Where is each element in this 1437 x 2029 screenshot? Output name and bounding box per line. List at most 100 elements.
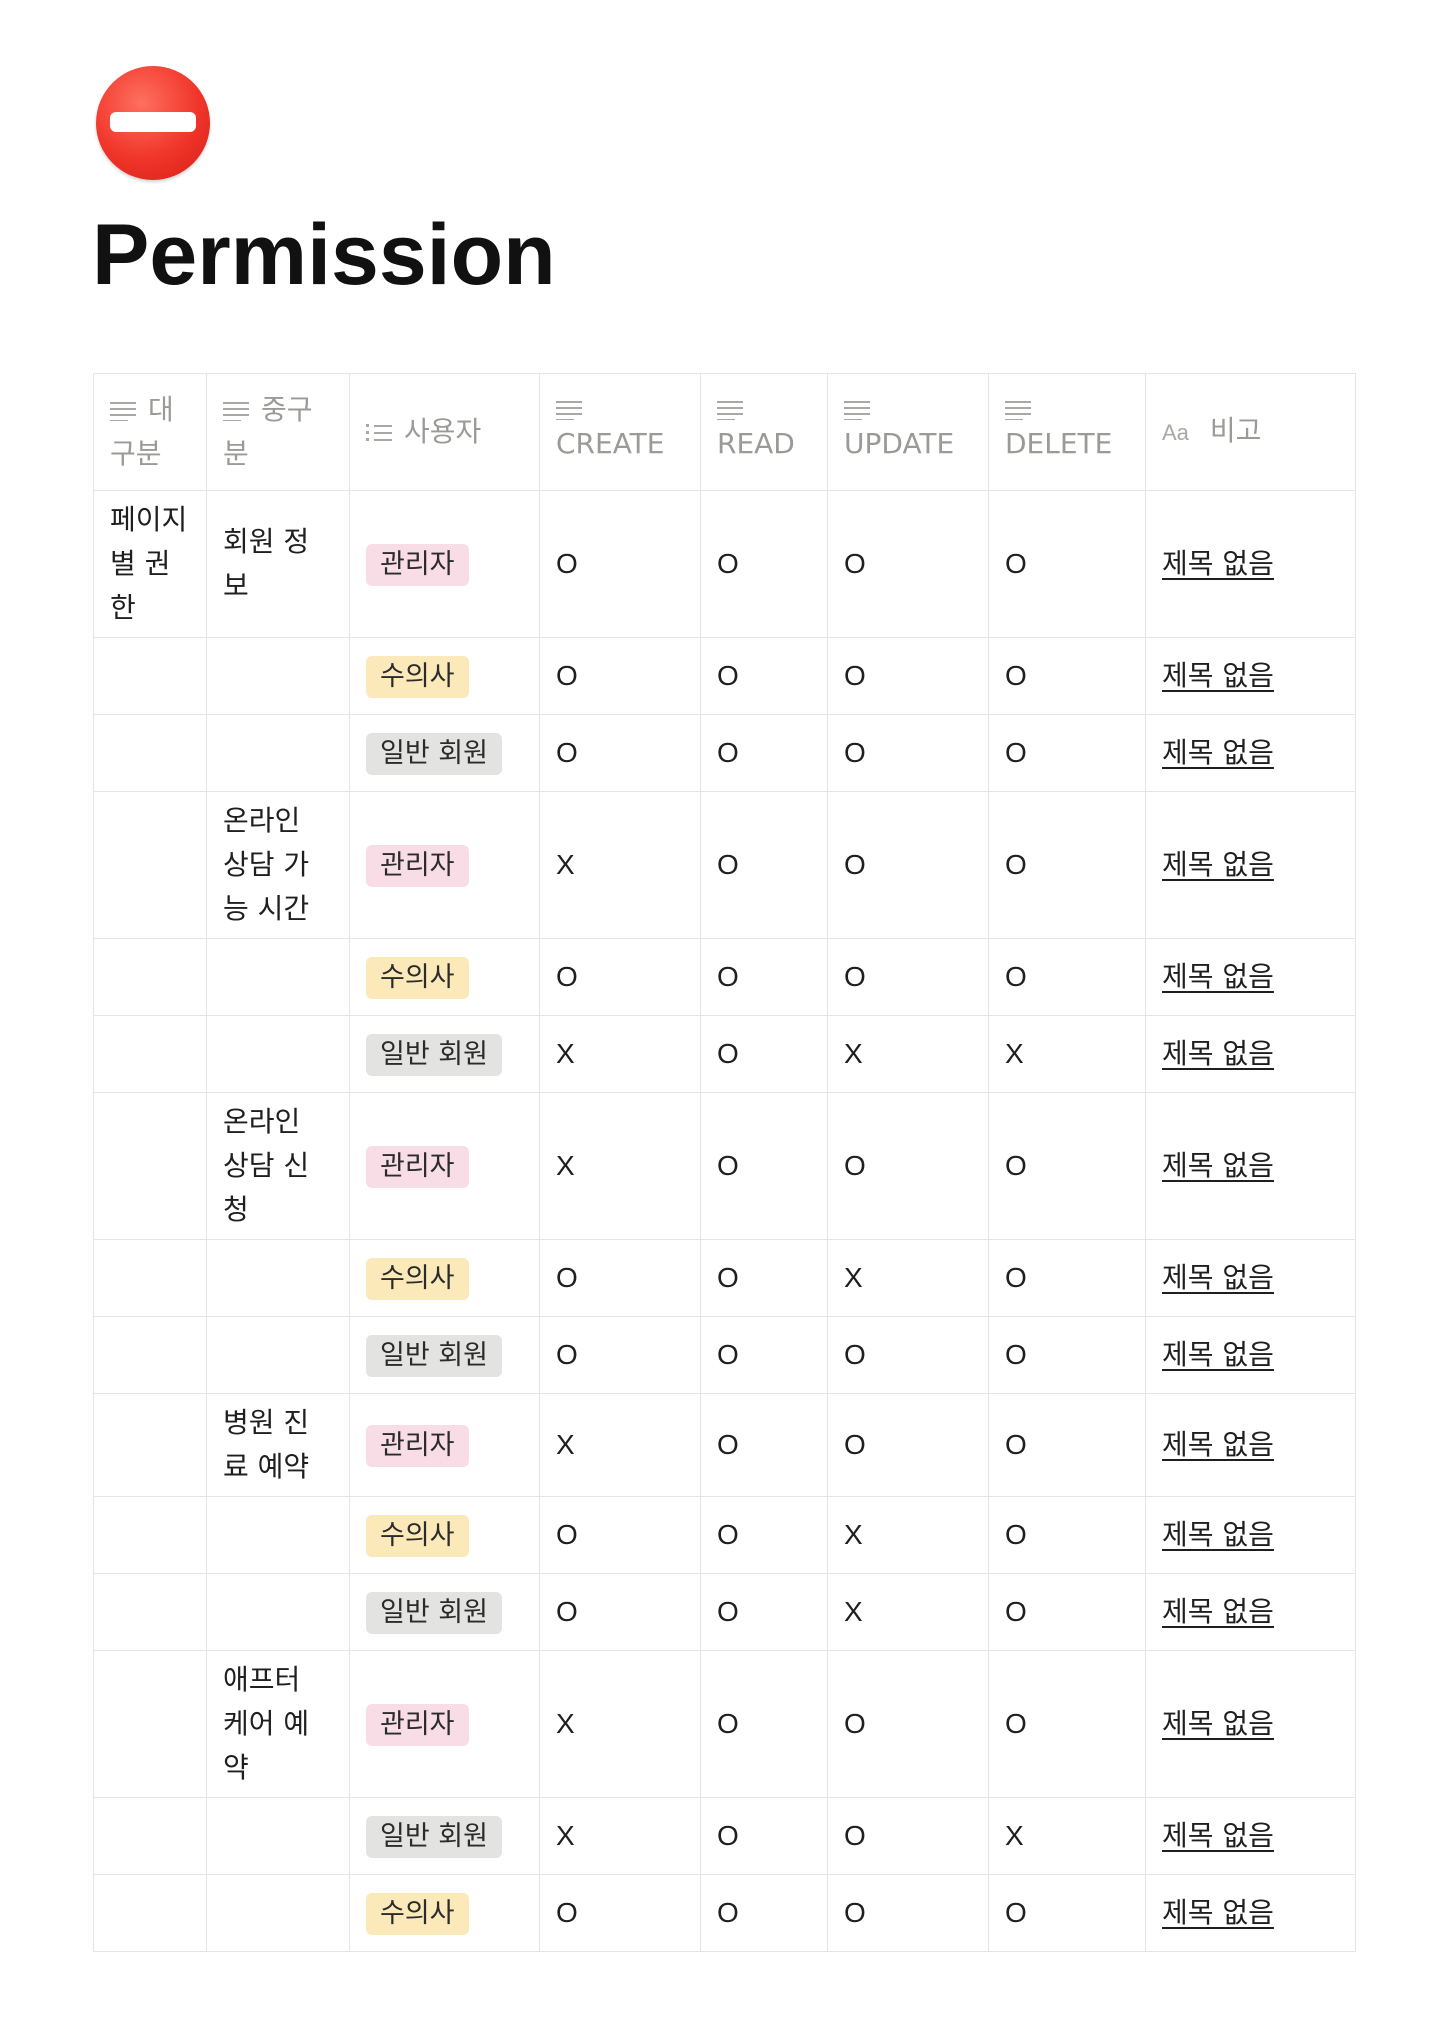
table-row[interactable]: 온라인 상담 가능 시간 관리자 X O O O 제목 없음 xyxy=(93,791,1356,939)
cell-create[interactable]: X xyxy=(539,1393,701,1497)
cell-delete[interactable]: O xyxy=(988,1239,1146,1317)
table-row[interactable]: 일반 회원 O O O O 제목 없음 xyxy=(93,714,1356,792)
cell-create[interactable]: O xyxy=(539,1316,701,1394)
cell-delete[interactable]: O xyxy=(988,1092,1146,1240)
cell-user[interactable]: 일반 회원 xyxy=(349,1316,540,1394)
note-link[interactable]: 제목 없음 xyxy=(1162,1261,1274,1294)
column-header-note[interactable]: Aa 비고 xyxy=(1145,373,1356,491)
cell-update[interactable]: O xyxy=(827,1874,989,1952)
cell-category[interactable] xyxy=(93,1650,207,1798)
cell-category[interactable] xyxy=(93,1874,207,1952)
cell-category[interactable] xyxy=(93,1316,207,1394)
cell-create[interactable]: X xyxy=(539,1650,701,1798)
user-role-tag[interactable]: 관리자 xyxy=(366,845,469,887)
note-link[interactable]: 제목 없음 xyxy=(1162,960,1274,993)
cell-delete[interactable]: O xyxy=(988,1874,1146,1952)
cell-subcategory[interactable] xyxy=(206,1874,350,1952)
cell-subcategory[interactable] xyxy=(206,1797,350,1875)
note-link[interactable]: 제목 없음 xyxy=(1162,848,1274,881)
cell-user[interactable]: 관리자 xyxy=(349,1092,540,1240)
cell-user[interactable]: 일반 회원 xyxy=(349,714,540,792)
note-link[interactable]: 제목 없음 xyxy=(1162,1037,1274,1070)
cell-update[interactable]: O xyxy=(827,1092,989,1240)
table-row[interactable]: 수의사 O O X O 제목 없음 xyxy=(93,1496,1356,1574)
cell-note[interactable]: 제목 없음 xyxy=(1145,791,1356,939)
column-header-create[interactable]: CREATE xyxy=(539,373,701,491)
cell-read[interactable]: O xyxy=(700,1092,828,1240)
cell-read[interactable]: O xyxy=(700,714,828,792)
user-role-tag[interactable]: 관리자 xyxy=(366,1704,469,1746)
cell-update[interactable]: O xyxy=(827,938,989,1016)
cell-user[interactable]: 관리자 xyxy=(349,1393,540,1497)
cell-category[interactable] xyxy=(93,714,207,792)
cell-create[interactable]: O xyxy=(539,1496,701,1574)
cell-user[interactable]: 관리자 xyxy=(349,791,540,939)
column-header-delete[interactable]: DELETE xyxy=(988,373,1146,491)
cell-delete[interactable]: O xyxy=(988,714,1146,792)
table-row[interactable]: 온라인 상담 신청 관리자 X O O O 제목 없음 xyxy=(93,1092,1356,1240)
cell-read[interactable]: O xyxy=(700,1393,828,1497)
cell-update[interactable]: O xyxy=(827,1650,989,1798)
cell-note[interactable]: 제목 없음 xyxy=(1145,1874,1356,1952)
cell-user[interactable]: 관리자 xyxy=(349,490,540,638)
cell-delete[interactable]: X xyxy=(988,1797,1146,1875)
column-header-user[interactable]: 사용자 xyxy=(349,373,540,491)
cell-subcategory[interactable] xyxy=(206,637,350,715)
cell-delete[interactable]: O xyxy=(988,1573,1146,1651)
cell-create[interactable]: X xyxy=(539,791,701,939)
cell-create[interactable]: X xyxy=(539,1797,701,1875)
table-row[interactable]: 일반 회원 O O X O 제목 없음 xyxy=(93,1573,1356,1651)
user-role-tag[interactable]: 수의사 xyxy=(366,957,469,999)
table-row[interactable]: 애프터 케어 예약 관리자 X O O O 제목 없음 xyxy=(93,1650,1356,1798)
cell-note[interactable]: 제목 없음 xyxy=(1145,490,1356,638)
cell-note[interactable]: 제목 없음 xyxy=(1145,938,1356,1016)
cell-user[interactable]: 관리자 xyxy=(349,1650,540,1798)
cell-read[interactable]: O xyxy=(700,1797,828,1875)
cell-subcategory[interactable]: 애프터 케어 예약 xyxy=(206,1650,350,1798)
column-header-subcategory[interactable]: 중구분 xyxy=(206,373,350,491)
cell-category[interactable] xyxy=(93,791,207,939)
user-role-tag[interactable]: 수의사 xyxy=(366,1893,469,1935)
cell-update[interactable]: O xyxy=(827,1316,989,1394)
cell-subcategory[interactable] xyxy=(206,1573,350,1651)
cell-note[interactable]: 제목 없음 xyxy=(1145,1650,1356,1798)
table-row[interactable]: 수의사 O O O O 제목 없음 xyxy=(93,1874,1356,1952)
column-header-category[interactable]: 대구분 xyxy=(93,373,207,491)
note-link[interactable]: 제목 없음 xyxy=(1162,1518,1274,1551)
cell-user[interactable]: 일반 회원 xyxy=(349,1573,540,1651)
cell-create[interactable]: O xyxy=(539,1239,701,1317)
cell-user[interactable]: 수의사 xyxy=(349,637,540,715)
cell-update[interactable]: X xyxy=(827,1496,989,1574)
cell-category[interactable] xyxy=(93,1015,207,1093)
cell-create[interactable]: O xyxy=(539,490,701,638)
cell-read[interactable]: O xyxy=(700,1650,828,1798)
cell-delete[interactable]: O xyxy=(988,938,1146,1016)
cell-update[interactable]: O xyxy=(827,714,989,792)
cell-subcategory[interactable] xyxy=(206,938,350,1016)
user-role-tag[interactable]: 일반 회원 xyxy=(366,733,502,775)
cell-note[interactable]: 제목 없음 xyxy=(1145,1496,1356,1574)
user-role-tag[interactable]: 수의사 xyxy=(366,656,469,698)
cell-note[interactable]: 제목 없음 xyxy=(1145,1092,1356,1240)
cell-subcategory[interactable] xyxy=(206,1496,350,1574)
cell-subcategory[interactable]: 회원 정보 xyxy=(206,490,350,638)
cell-create[interactable]: O xyxy=(539,938,701,1016)
user-role-tag[interactable]: 관리자 xyxy=(366,544,469,586)
cell-subcategory[interactable] xyxy=(206,714,350,792)
cell-category[interactable] xyxy=(93,1092,207,1240)
cell-subcategory[interactable]: 온라인 상담 신청 xyxy=(206,1092,350,1240)
cell-user[interactable]: 수의사 xyxy=(349,1496,540,1574)
user-role-tag[interactable]: 수의사 xyxy=(366,1258,469,1300)
cell-read[interactable]: O xyxy=(700,1496,828,1574)
user-role-tag[interactable]: 일반 회원 xyxy=(366,1034,502,1076)
cell-subcategory[interactable] xyxy=(206,1316,350,1394)
cell-note[interactable]: 제목 없음 xyxy=(1145,1239,1356,1317)
user-role-tag[interactable]: 일반 회원 xyxy=(366,1592,502,1634)
cell-create[interactable]: X xyxy=(539,1092,701,1240)
cell-subcategory[interactable] xyxy=(206,1239,350,1317)
cell-create[interactable]: O xyxy=(539,1573,701,1651)
cell-category[interactable] xyxy=(93,637,207,715)
cell-update[interactable]: X xyxy=(827,1239,989,1317)
cell-delete[interactable]: O xyxy=(988,1393,1146,1497)
cell-read[interactable]: O xyxy=(700,938,828,1016)
